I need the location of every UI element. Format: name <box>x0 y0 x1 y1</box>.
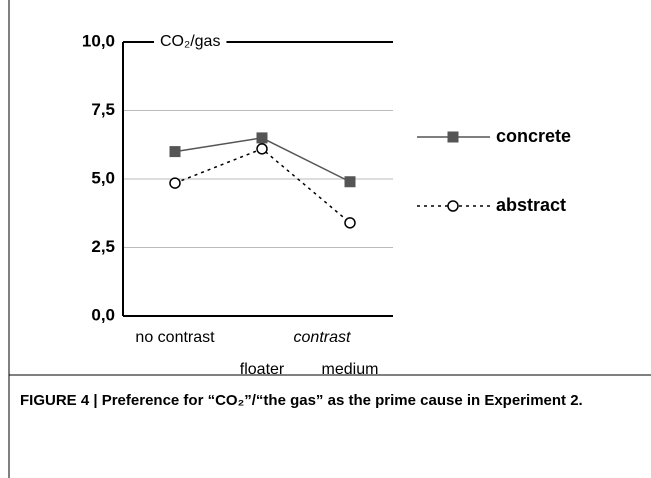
group-label: contrast <box>294 329 351 346</box>
x-tick-label: medium <box>322 361 379 378</box>
series-line <box>174 147 351 224</box>
marker <box>447 131 459 143</box>
marker <box>344 217 356 229</box>
marker <box>447 200 459 212</box>
legend-label: abstract <box>496 195 566 215</box>
marker <box>344 176 356 188</box>
marker <box>169 177 181 189</box>
y-tick-label: 10,0 <box>82 31 115 50</box>
y-axis-label: CO₂/gas <box>160 33 220 50</box>
marker <box>256 132 268 144</box>
label-background <box>154 33 227 51</box>
caption: FIGURE 4 | Preference for “CO₂”/“the gas… <box>20 392 583 409</box>
marker <box>256 143 268 155</box>
y-tick-label: 5,0 <box>91 168 115 187</box>
y-tick-label: 7,5 <box>91 100 115 119</box>
legend-label: concrete <box>496 126 571 146</box>
x-tick-label: floater <box>240 361 285 378</box>
marker <box>169 146 181 158</box>
y-tick-label: 0,0 <box>91 305 115 324</box>
y-tick-label: 2,5 <box>91 237 115 256</box>
x-tick-label: no contrast <box>135 329 215 346</box>
frame <box>8 0 651 376</box>
